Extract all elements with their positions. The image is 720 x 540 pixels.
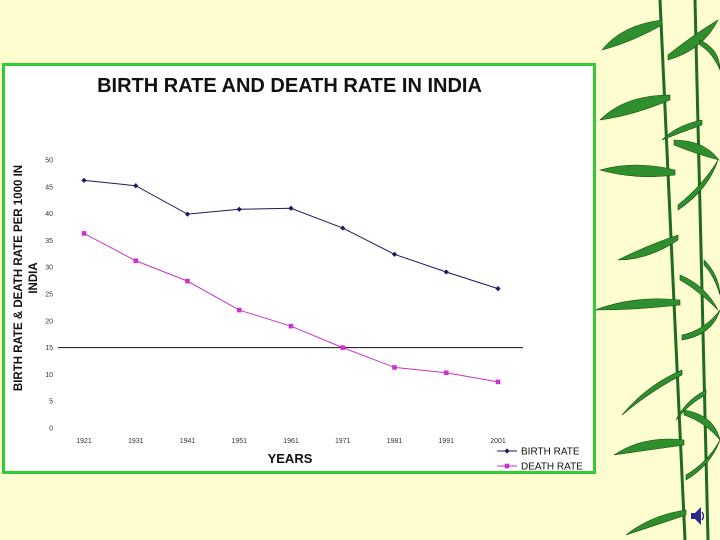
x-tick-label: 1981 (387, 438, 403, 445)
speaker-icon[interactable] (689, 505, 707, 527)
chart-frame (2, 63, 596, 474)
death-rate-point (340, 345, 346, 350)
legend-marker (504, 463, 510, 469)
birth-rate-point (236, 206, 242, 212)
x-axis-label: YEARS (267, 451, 313, 466)
birth-rate-point (495, 286, 501, 292)
x-tick-label: 2001 (490, 438, 506, 445)
y-tick-label: 10 (45, 372, 53, 379)
death-rate-point (392, 365, 397, 370)
x-tick-label: 1951 (231, 438, 247, 445)
legend-label: BIRTH RATE (521, 447, 580, 458)
y-tick-label: 25 (45, 292, 53, 299)
series-line-death-rate (83, 232, 499, 383)
birth-rate-point (184, 211, 191, 217)
death-rate-point (133, 258, 139, 264)
death-rate-point (81, 231, 87, 236)
y-tick-label: 5 (49, 399, 53, 406)
birth-rate-point (391, 251, 398, 257)
legend-marker (504, 448, 510, 454)
birth-rate-point (288, 205, 294, 211)
birth-rate-point (81, 177, 87, 183)
death-rate-point (185, 278, 190, 284)
death-rate-point (495, 379, 501, 385)
bamboo-decoration (594, 0, 720, 540)
chart-title: BIRTH RATE AND DEATH RATE IN INDIA (97, 75, 482, 97)
y-tick-label: 35 (45, 238, 53, 245)
series-line-birth-rate (83, 179, 499, 290)
death-rate-point (443, 370, 449, 376)
x-tick-label: 1991 (438, 438, 454, 445)
y-tick-label: 50 (45, 158, 53, 165)
x-tick-label: 1921 (76, 438, 92, 445)
x-tick-label: 1961 (283, 438, 299, 445)
y-tick-label: 20 (45, 318, 53, 325)
y-tick-label: 45 (45, 184, 53, 191)
y-tick-label: 0 (49, 426, 53, 433)
x-tick-label: 1941 (180, 438, 196, 445)
x-tick-label: 1971 (335, 438, 351, 445)
legend-label: DEATH RATE (521, 462, 583, 473)
birth-rate-point (133, 183, 139, 189)
y-tick-label: 40 (45, 211, 53, 218)
y-tick-label: 15 (45, 345, 53, 352)
y-tick-label: 30 (45, 265, 53, 272)
birth-rate-point (340, 225, 346, 231)
x-tick-label: 1931 (128, 438, 144, 445)
death-rate-point (236, 307, 242, 313)
birth-rate-point (443, 269, 449, 275)
death-rate-point (288, 323, 294, 329)
